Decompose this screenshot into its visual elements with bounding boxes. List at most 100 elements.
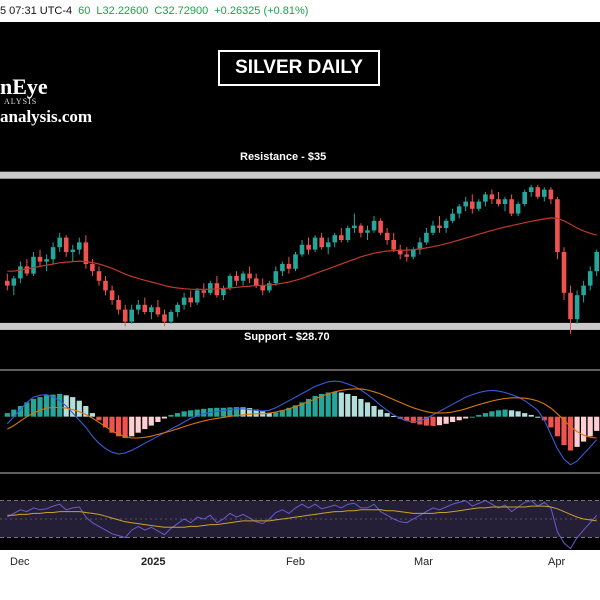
macd-histogram-bar [44, 395, 50, 417]
macd-histogram-bar [155, 416, 161, 422]
macd-histogram-bar [535, 416, 541, 418]
candle-body [201, 290, 207, 293]
candle-body [411, 249, 416, 257]
candle-body [483, 194, 488, 202]
logo-subtext: ALYSIS [4, 97, 38, 106]
macd-histogram-bar [410, 416, 416, 424]
candle-body [378, 220, 383, 233]
candle-body [227, 276, 233, 288]
candle-body [188, 297, 193, 303]
macd-histogram-bar [89, 413, 95, 417]
macd-histogram-bar [567, 416, 574, 451]
macd-histogram-bar [587, 416, 593, 437]
rsi-pane [0, 499, 600, 550]
rsi-ma-line [7, 505, 597, 528]
macd-histogram-bar [24, 402, 30, 417]
macd-histogram-bar [122, 416, 128, 438]
x-tick-label: Apr [548, 556, 566, 568]
candle-body [476, 201, 482, 209]
macd-line [6, 380, 598, 466]
macd-histogram-bar [273, 412, 279, 417]
candle-body [470, 201, 475, 209]
candle-body [299, 244, 305, 255]
macd-histogram-bar [338, 392, 344, 417]
candle-body [555, 199, 560, 252]
macd-histogram-bar [443, 416, 449, 424]
macd-histogram-bar [469, 416, 475, 418]
candle-body [247, 273, 252, 279]
macd-histogram-bar [332, 391, 338, 417]
candle-body [443, 220, 449, 228]
website-text: analysis.com [0, 107, 93, 126]
candle-body [129, 309, 134, 322]
macd-histogram-bar [456, 416, 462, 421]
macd-histogram-bar [522, 413, 528, 417]
candle-body [234, 276, 239, 281]
candle-body [11, 278, 17, 286]
macd-histogram-bar [83, 406, 89, 417]
candle-body [437, 225, 442, 228]
candle-body [515, 204, 521, 214]
candle-body [365, 230, 370, 233]
candle-body [594, 252, 599, 272]
candle-body [509, 199, 514, 214]
candle-body [358, 225, 364, 233]
macd-histogram-bar [247, 408, 253, 417]
macd-histogram-bar [292, 405, 298, 417]
candle-body [345, 228, 351, 240]
macd-histogram-bar [299, 402, 305, 417]
chart-background [0, 30, 600, 558]
candle-body [77, 242, 82, 250]
candle-body [273, 271, 279, 284]
macd-histogram-bar [148, 416, 154, 426]
macd-histogram-bar [345, 393, 351, 417]
candle-body [456, 206, 462, 214]
candle-body [371, 220, 377, 231]
candle-body [542, 189, 547, 197]
support-band [0, 322, 600, 330]
macd-histogram-bar [4, 413, 10, 417]
macd-histogram-bar [391, 416, 397, 417]
macd-histogram-bar [378, 409, 384, 417]
macd-histogram-bar [253, 409, 259, 417]
candle-body [221, 288, 226, 296]
candle-body [175, 304, 180, 312]
candle-body [44, 259, 49, 262]
macd-histogram-bar [174, 413, 181, 417]
candle-body [155, 307, 161, 315]
macd-histogram-bar [220, 407, 226, 417]
resistance-label: Resistance - $35 [240, 151, 327, 163]
macd-histogram-bar [541, 416, 547, 421]
macd-histogram-bar [168, 414, 174, 417]
bottom-margin [0, 574, 600, 600]
candle-body [352, 225, 357, 228]
candle-body [109, 290, 115, 300]
candle-body [267, 283, 272, 291]
macd-histogram-bar [70, 397, 76, 417]
x-tick-label: Feb [286, 556, 305, 568]
candle-body [63, 237, 69, 252]
macd-histogram-bar [351, 396, 357, 417]
macd-histogram-bar [312, 396, 318, 417]
moving-average-line [7, 217, 597, 290]
chart-title: SILVER DAILY [218, 50, 380, 86]
candle-body [463, 201, 468, 207]
candle-body [528, 187, 534, 192]
x-tick-label: Mar [414, 556, 433, 568]
candle-body [561, 252, 567, 293]
candle-body [312, 237, 318, 250]
macd-histogram-bar [450, 416, 456, 422]
candle-body [522, 192, 527, 204]
candle-body [116, 300, 121, 310]
candle-body [293, 254, 298, 269]
candle-body [325, 242, 331, 248]
price-pane [0, 171, 600, 334]
macd-histogram-bar [11, 409, 17, 417]
candle-body [136, 304, 141, 310]
macd-histogram-bar [371, 406, 377, 417]
macd-histogram-bar [240, 407, 246, 417]
candle-body [103, 280, 108, 291]
timestamp: 5 07:31 UTC-4 [0, 5, 73, 17]
candle-body [168, 312, 174, 322]
macd-histogram-bar [430, 416, 436, 426]
